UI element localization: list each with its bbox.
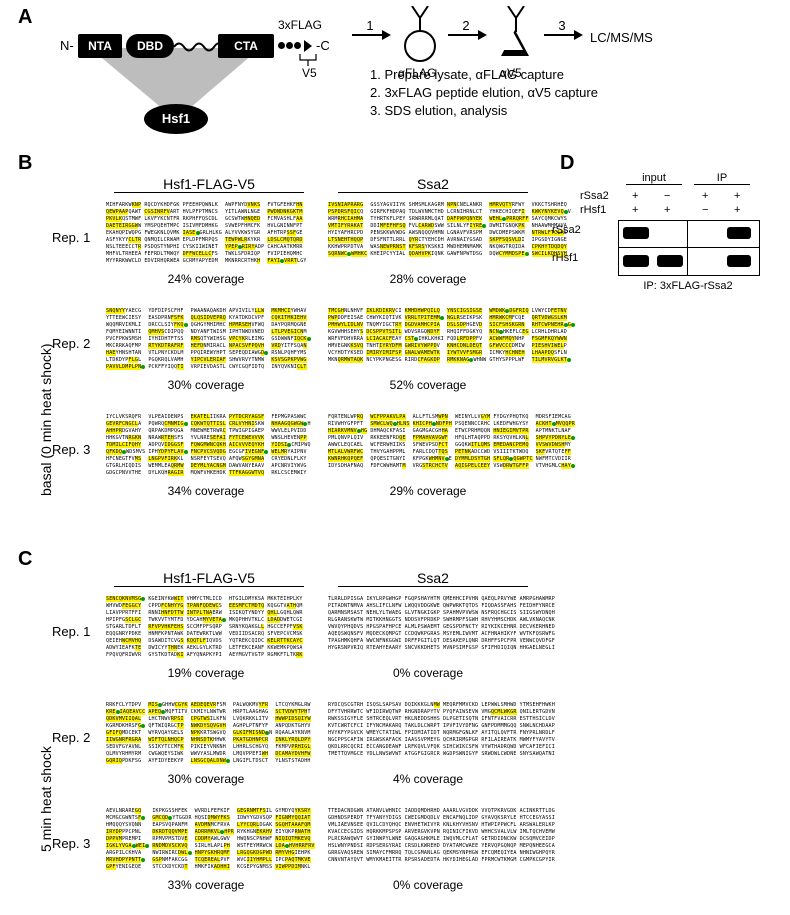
- coverage-ssa2: 0% coverage: [328, 878, 528, 892]
- panel-b-side: basal (0 min heat shock): [38, 343, 54, 496]
- sign: +: [632, 204, 638, 216]
- domain-cta: CTA: [218, 34, 274, 58]
- wavy-link: [174, 40, 220, 54]
- rep-label: Rep. 2: [52, 730, 90, 745]
- legend-2: 2. 3xFLAG peptide elution, αV5 capture: [370, 84, 598, 102]
- sign: +: [734, 190, 740, 202]
- coverage-ssa2: 4% coverage: [328, 772, 528, 786]
- seq-ssa2: TMCGHNLNHVFPWPDDFEISAEPMHWYLIDLNVKGVWHHS…: [328, 308, 575, 364]
- coverage-hsf1: 24% coverage: [106, 272, 306, 286]
- seq-hsf1: SNQNYYYAECGYTTEEWCIESYWQQMRVIKMLIFQMYEIW…: [106, 308, 311, 371]
- sign: +: [702, 190, 708, 202]
- col-ssa2-b: Ssa2: [338, 176, 528, 193]
- col-ssa2-c: Ssa2: [338, 570, 528, 587]
- seq-ssa2: IVSNIAPRARGPSPDRSFQICQWRMRHCIAHMAVMTIFYR…: [328, 202, 571, 258]
- c-term: -C: [316, 38, 330, 53]
- coverage-hsf1: 33% coverage: [106, 878, 306, 892]
- v5-triangle: [304, 40, 312, 52]
- step-3: 3: [552, 18, 572, 33]
- seq-hsf1: RRKFCLYTDPVKREIAQEAVCCQDKVMVIIQALKGRMDKH…: [106, 702, 311, 765]
- step-1: 1: [360, 18, 380, 33]
- coverage-hsf1: 19% coverage: [106, 666, 306, 680]
- seq-hsf1: IYCLVKSRQFRGEVRFCNGCLAAHHPRDGVAHYHHKGVTN…: [106, 414, 311, 477]
- label-c: C: [18, 548, 32, 571]
- legend-3: 3. SDS elution, analysis: [370, 102, 598, 120]
- panel-b: basal (0 min heat shock) Hsf1-FLAG-V5 Ss…: [28, 176, 558, 536]
- row-rhsf1: rHsf1: [580, 204, 606, 216]
- panel-d: input IP rSsa2 rHsf1 + − + + + + − + rSsa2 rHsf…: [550, 168, 770, 338]
- ip-caption: IP: 3xFLAG-rSsa2: [616, 280, 760, 292]
- seq-ssa2: TTEDACNDGWNGDHNDSPERDTVMLIAEVNSEEKVACCEC…: [328, 808, 555, 864]
- blot-row-rssa2: rSsa2: [552, 224, 581, 236]
- sign: −: [664, 190, 670, 202]
- v5-label: V5: [302, 66, 317, 80]
- coverage-hsf1: 30% coverage: [106, 772, 306, 786]
- v5-bead: [496, 8, 536, 64]
- seq-ssa2: RYDCQSCGTRHDFYTVHRRWTCRWKSSIGYFLEKVTCWRT…: [328, 702, 555, 758]
- rep-label: Rep. 1: [52, 230, 90, 245]
- coverage-ssa2: 29% coverage: [328, 484, 528, 498]
- sign: +: [632, 190, 638, 202]
- coverage-hsf1: 30% coverage: [106, 378, 306, 392]
- legend: 1. Prepare lysate, αFLAG capture 2. 3xFL…: [370, 66, 598, 120]
- rep-label: Rep. 2: [52, 336, 90, 351]
- coverage-ssa2: 28% coverage: [328, 272, 528, 286]
- seq-hsf1: SENCQKNVMSGWHVWDFEGGCYLIAVPPRTFFIHPIPFGS…: [106, 596, 303, 659]
- arrow-2: [448, 34, 480, 36]
- tag-3xflag: 3xFLAG: [278, 18, 322, 32]
- rep-label: Rep. 3: [52, 442, 90, 457]
- legend-1: 1. Prepare lysate, αFLAG capture: [370, 66, 598, 84]
- coverage-ssa2: 52% coverage: [328, 378, 528, 392]
- hsf1-badge: Hsf1: [144, 104, 208, 134]
- label-b: B: [18, 152, 32, 175]
- arrowhead-1: [382, 30, 391, 40]
- coverage-ssa2: 0% coverage: [328, 666, 528, 680]
- step-2: 2: [456, 18, 476, 33]
- col-hsf1-b: Hsf1-FLAG-V5: [114, 176, 304, 193]
- sign: +: [664, 204, 670, 216]
- arrow-3: [544, 34, 576, 36]
- sign: −: [702, 204, 708, 216]
- n-term: N-: [60, 38, 74, 53]
- domain-nta: NTA: [78, 34, 122, 58]
- flag-dot: [278, 42, 285, 49]
- rep-label: Rep. 1: [52, 624, 90, 639]
- panel-c: 5 min heat shock Hsf1-FLAG-V5 Ssa2 Rep. …: [28, 570, 558, 910]
- lcmsms: LC/MS/MS: [590, 30, 653, 45]
- seq-ssa2: FQRTENLWPRQRIVWHYGFPFTHIARKVMNVHGPMLQNVP…: [328, 414, 575, 470]
- coverage-hsf1: 34% coverage: [106, 484, 306, 498]
- hdr-ip: IP: [694, 172, 750, 185]
- blot-box: [618, 220, 760, 276]
- panel-a: N- NTA DBD CTA 3xFLAG -C V5 Hsf1 1 αFLAG…: [60, 12, 760, 122]
- flag-bead: [400, 8, 440, 64]
- col-hsf1-c: Hsf1-FLAG-V5: [114, 570, 304, 587]
- seq-ssa2: TLRRLDPISGAPITADNTNMVAQARMNSMSASTRLGRANS…: [328, 596, 555, 652]
- arrow-1: [352, 34, 384, 36]
- seq-hsf1: AEVLNRAREGQMCMGCGWNTSFHMQQQYSVQNNIRYDPPP…: [106, 808, 315, 871]
- flag-dot: [294, 42, 301, 49]
- domain-dbd: DBD: [126, 34, 174, 58]
- arrowhead-2: [478, 30, 487, 40]
- fusion-construct: N- NTA DBD CTA 3xFLAG -C V5 Hsf1: [60, 18, 370, 88]
- sign: +: [734, 204, 740, 216]
- row-rssa2: rSsa2: [580, 190, 609, 202]
- label-a: A: [18, 6, 32, 29]
- arrowhead-3: [574, 30, 583, 40]
- rep-label: Rep. 3: [52, 836, 90, 851]
- blot-row-rhsf1: rHsf1: [552, 252, 578, 264]
- hdr-input: input: [626, 172, 682, 185]
- seq-hsf1: MIHFARKWKNPQEWPAAPQAWTPKVLKQSTMWFDAETEIR…: [106, 202, 307, 265]
- flag-dot: [286, 42, 293, 49]
